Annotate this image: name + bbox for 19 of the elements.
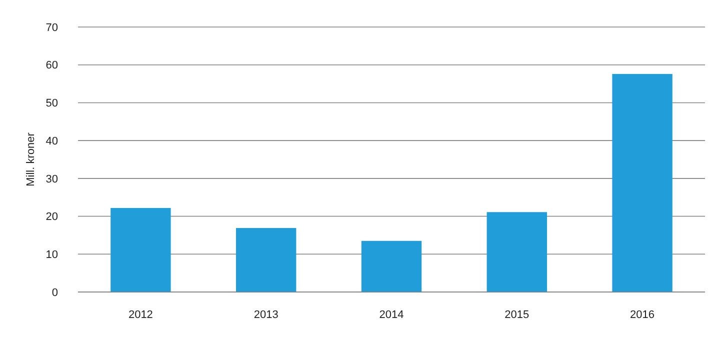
- x-tick-label: 2013: [254, 309, 278, 321]
- bar: [110, 208, 171, 292]
- y-tick-label: 0: [52, 286, 58, 299]
- y-tick-label: 30: [46, 173, 58, 186]
- y-tick-label: 20: [46, 211, 58, 224]
- bar: [612, 74, 672, 292]
- bar: [361, 240, 422, 292]
- x-tick-label: 2015: [504, 309, 530, 321]
- x-tick-label: 2016: [630, 309, 655, 321]
- x-tick-label: 2012: [128, 309, 153, 321]
- y-axis-title: Mill. kroner: [25, 132, 37, 186]
- y-tick-label: 50: [46, 98, 58, 110]
- y-tick-label: 40: [46, 135, 58, 148]
- x-tick-label: 2014: [379, 309, 404, 321]
- bar: [236, 228, 296, 292]
- y-tick-label: 70: [46, 22, 58, 34]
- y-tick-label: 60: [46, 60, 58, 72]
- bar: [486, 212, 547, 292]
- y-tick-label: 10: [46, 248, 58, 261]
